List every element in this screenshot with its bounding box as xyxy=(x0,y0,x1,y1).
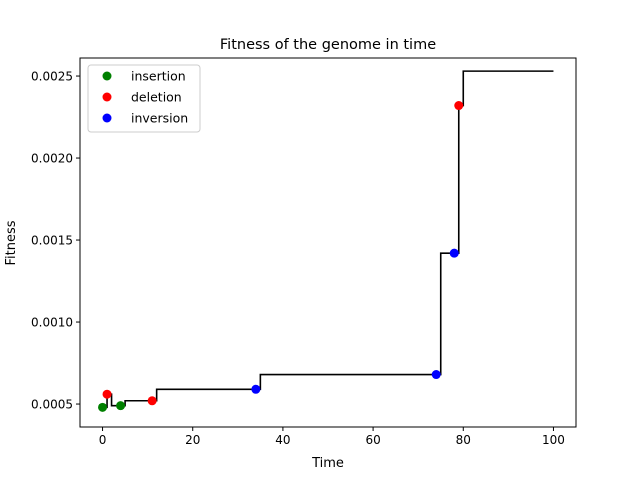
axes-frame xyxy=(79,57,577,428)
y-axis-label: Fitness xyxy=(4,220,19,265)
legend-items: insertion deletion inversion xyxy=(102,69,188,126)
event-points xyxy=(98,101,464,412)
insertion-point xyxy=(116,401,126,411)
y-tick-label: 0.0015 xyxy=(31,234,73,248)
inversion-legend-marker xyxy=(102,113,112,123)
insertion-legend-marker xyxy=(102,71,112,81)
inversion-legend-label: inversion xyxy=(131,111,188,126)
deletion-point xyxy=(454,101,464,111)
deletion-legend-marker xyxy=(102,92,112,102)
deletion-legend-label: deletion xyxy=(131,90,182,105)
legend-box xyxy=(87,64,201,133)
x-axis-label: Time xyxy=(311,456,344,471)
y-axis: 0.0005 0.0010 0.0015 0.0020 0.0025 xyxy=(31,70,80,412)
x-tick-label: 80 xyxy=(456,433,471,447)
x-tick-label: 0 xyxy=(99,433,107,447)
plot-area xyxy=(79,57,577,428)
inversion-point xyxy=(449,248,459,258)
inversion-point xyxy=(431,370,441,380)
y-tick-label: 0.0010 xyxy=(31,316,73,330)
x-tick-label: 40 xyxy=(275,433,290,447)
x-tick-label: 60 xyxy=(365,433,380,447)
legend: insertion deletion inversion xyxy=(87,64,201,133)
deletion-point xyxy=(102,389,112,399)
y-tick-label: 0.0020 xyxy=(31,152,73,166)
x-tick-label: 100 xyxy=(542,433,565,447)
x-tick-label: 20 xyxy=(185,433,200,447)
y-tick-label: 0.0025 xyxy=(31,70,73,84)
insertion-point xyxy=(98,402,108,412)
deletion-point xyxy=(147,396,157,406)
y-tick-label: 0.0005 xyxy=(31,398,73,412)
inversion-point xyxy=(251,384,261,394)
chart-title: Fitness of the genome in time xyxy=(220,37,436,53)
x-axis: 0 20 40 60 80 100 xyxy=(99,427,565,447)
insertion-legend-label: insertion xyxy=(131,69,186,84)
